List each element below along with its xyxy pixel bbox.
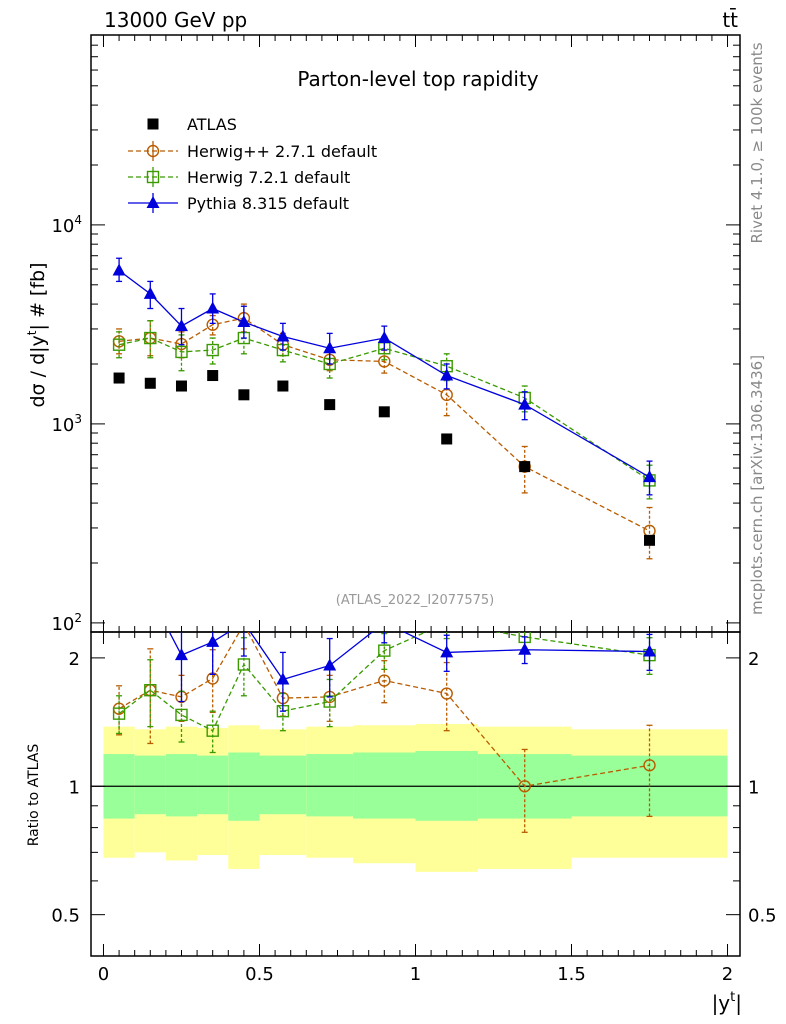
- green-band-bin: [259, 755, 307, 815]
- data-point: [378, 355, 391, 368]
- x-tick-label: 1: [410, 964, 421, 985]
- ratio-point: [206, 724, 219, 737]
- ratio-point: [323, 658, 337, 671]
- x-tick-label: 0: [98, 964, 109, 985]
- data-point: [276, 329, 290, 342]
- ratio-point: [174, 648, 188, 661]
- series-line-3: [118, 269, 650, 478]
- legend-label: ATLAS: [187, 115, 237, 134]
- axis-ticks: 0 0.5 1 1.5 2 102 103 104 0.5 0.5 1 1 2 2: [51, 34, 777, 985]
- green-band-bin: [306, 754, 354, 817]
- data-point: [206, 343, 219, 357]
- x-axis-label: |yt|: [712, 990, 742, 1015]
- ratio-point: [643, 644, 657, 657]
- ratio-tick-label-right: 1: [748, 777, 759, 798]
- data-point: [644, 534, 656, 546]
- data-point: [377, 331, 391, 344]
- data-point: [519, 461, 531, 473]
- chart-title: Parton-level top rapidity: [297, 67, 538, 91]
- x-tick-label: 1.5: [557, 964, 586, 985]
- data-point: [237, 315, 251, 328]
- legend-marker: [147, 118, 159, 130]
- data-point: [174, 319, 188, 332]
- legend-label: Herwig++ 2.7.1 default: [187, 142, 377, 161]
- data-point: [144, 331, 157, 345]
- ratio-point: [113, 547, 126, 559]
- data-point: [440, 368, 454, 381]
- legend-marker: [146, 170, 160, 184]
- data-point: [206, 301, 220, 314]
- ratio-point: [276, 672, 290, 685]
- data-point: [175, 380, 187, 392]
- ratio-point: [440, 645, 454, 658]
- ratio-point: [144, 683, 157, 697]
- y-axis-label: dσ / d|yt| # [fb]: [25, 263, 49, 408]
- ratio-tick-label-left: 0.5: [51, 906, 80, 927]
- ratio-tick-label-right: 2: [748, 649, 759, 670]
- data-point: [323, 341, 337, 354]
- ratio-series-group: [112, 547, 657, 833]
- process-label: tt̄: [722, 7, 738, 32]
- legend-marker: [146, 196, 160, 208]
- x-tick-label: 0.5: [245, 964, 274, 985]
- y-tick-label: 104: [51, 213, 82, 237]
- legend-label: Pythia 8.315 default: [187, 194, 349, 213]
- ratio-point: [237, 616, 250, 628]
- data-point: [378, 406, 390, 418]
- data-point: [207, 370, 219, 382]
- ratio-uncertainty-bands: [103, 723, 728, 872]
- data-point: [175, 345, 188, 359]
- ratio-point: [518, 780, 531, 793]
- data-point: [324, 399, 336, 411]
- legend-label: Herwig 7.2.1 default: [187, 168, 350, 187]
- y-tick-label: 102: [51, 611, 82, 635]
- data-point: [112, 263, 126, 276]
- green-band-bin: [353, 752, 416, 819]
- ratio-point: [440, 687, 453, 700]
- y-tick-label: 103: [51, 412, 82, 436]
- main-series-group: [112, 257, 657, 560]
- legend-marker: [146, 144, 160, 158]
- data-point: [143, 286, 157, 299]
- data-point: [441, 433, 453, 445]
- ratio-point: [378, 616, 391, 628]
- ratio-tick-label-right: 0.5: [748, 906, 777, 927]
- ratio-point: [112, 707, 126, 720]
- ratio-line-2: [118, 632, 650, 732]
- ratio-point: [144, 589, 157, 601]
- ratio-point: [518, 642, 532, 655]
- mcplots-label: mcplots.cern.ch [arXiv:1306.3436]: [748, 355, 766, 615]
- data-point: [277, 380, 289, 392]
- green-band-bin: [134, 755, 166, 815]
- ratio-point: [643, 759, 656, 772]
- ratio-point: [378, 644, 391, 657]
- ratio-point: [206, 634, 220, 647]
- legend: ATLAS Herwig++ 2.7.1 default Herwig 7.2.1 …: [128, 115, 377, 213]
- data-point: [643, 470, 657, 483]
- ratio-y-axis-label: Ratio to ATLAS: [26, 744, 42, 847]
- x-tick-label: 2: [722, 964, 733, 985]
- ratio-tick-label-left: 1: [69, 777, 80, 798]
- data-point: [112, 338, 126, 351]
- data-point: [238, 389, 250, 401]
- green-band-bin: [165, 754, 198, 817]
- rivet-version-label: Rivet 4.1.0, ≥ 100k events: [748, 42, 766, 243]
- data-point: [144, 377, 156, 389]
- ratio-point: [175, 708, 188, 722]
- ratio-point: [237, 658, 251, 671]
- analysis-id-label: (ATLAS_2022_I2077575): [336, 593, 494, 608]
- energy-label: 13000 GeV pp: [104, 8, 247, 32]
- ratio-tick-label-left: 2: [69, 649, 80, 670]
- ratio-point: [378, 674, 391, 687]
- data-point: [518, 397, 532, 410]
- data-point: [113, 372, 125, 384]
- green-band-bin: [197, 755, 229, 815]
